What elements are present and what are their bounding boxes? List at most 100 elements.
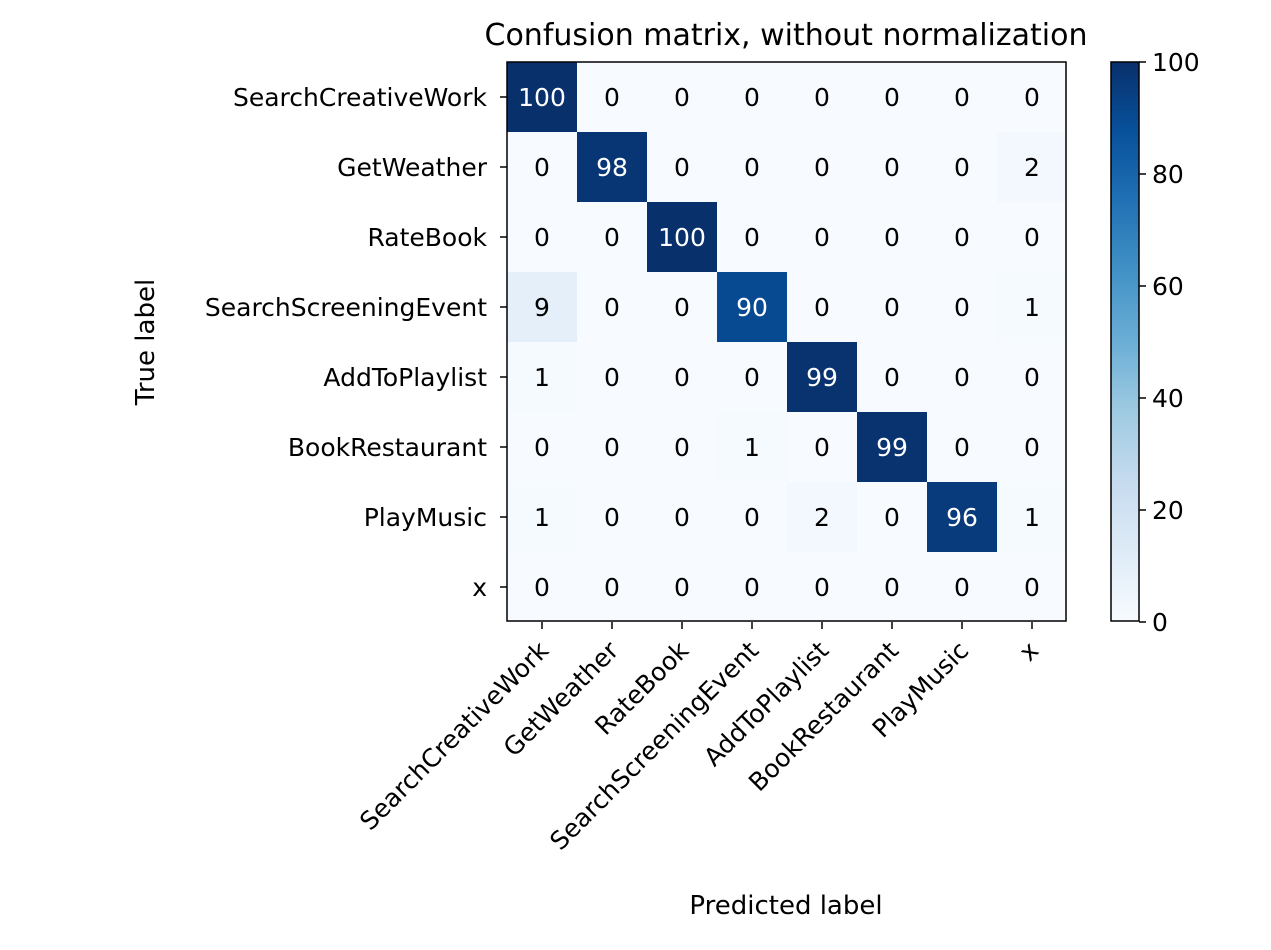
heatmap-cell <box>857 132 927 202</box>
colorbar-tick-label: 0 <box>1152 608 1168 637</box>
cell-value-label: 0 <box>954 83 970 112</box>
heatmap-cell <box>717 552 787 622</box>
heatmap-cell <box>507 202 577 272</box>
heatmap-cell <box>857 552 927 622</box>
heatmap-cell <box>787 552 857 622</box>
heatmap-cell <box>927 482 997 552</box>
heatmap-cell <box>717 412 787 482</box>
heatmap-cell <box>647 342 717 412</box>
cell-value-label: 0 <box>674 293 690 322</box>
y-axis-label: True label <box>131 279 161 406</box>
colorbar-tick-label: 100 <box>1152 48 1200 77</box>
cell-value-label: 0 <box>534 573 550 602</box>
heatmap-cell <box>717 342 787 412</box>
cell-value-label: 0 <box>744 503 760 532</box>
cell-value-label: 0 <box>884 83 900 112</box>
cell-value-label: 0 <box>814 293 830 322</box>
cell-value-label: 0 <box>884 153 900 182</box>
cell-value-label: 0 <box>954 153 970 182</box>
y-tick-label: RateBook <box>367 223 487 252</box>
heatmap-cell <box>997 412 1067 482</box>
cell-value-label: 0 <box>674 503 690 532</box>
y-tick-label: AddToPlaylist <box>323 363 487 392</box>
colorbar-tick-label: 60 <box>1152 272 1184 301</box>
colorbar-tick-label: 80 <box>1152 160 1184 189</box>
heatmap-cell <box>997 62 1067 132</box>
heatmap-cell <box>787 342 857 412</box>
heatmap-cell <box>857 342 927 412</box>
heatmap-cell <box>787 132 857 202</box>
cell-value-label: 0 <box>604 363 620 392</box>
heatmap-cell <box>717 62 787 132</box>
cell-value-label: 99 <box>876 433 908 462</box>
heatmap-cell <box>927 132 997 202</box>
cell-value-label: 90 <box>736 293 768 322</box>
cell-value-label: 0 <box>954 293 970 322</box>
heatmap-cell <box>647 552 717 622</box>
cell-value-label: 0 <box>954 433 970 462</box>
heatmap-cell <box>647 202 717 272</box>
cell-value-label: 0 <box>674 83 690 112</box>
cell-value-label: 0 <box>744 223 760 252</box>
cell-value-label: 1 <box>744 433 760 462</box>
colorbar <box>1110 61 1140 622</box>
y-tick-label: PlayMusic <box>364 503 487 532</box>
heatmap-cell <box>927 202 997 272</box>
cell-value-label: 99 <box>806 363 838 392</box>
heatmap-cell <box>997 202 1067 272</box>
chart-title: Confusion matrix, without normalization <box>485 18 1088 53</box>
cell-value-label: 0 <box>884 573 900 602</box>
heatmap-cells <box>507 62 1067 622</box>
cell-value-label: 0 <box>954 573 970 602</box>
cell-value-label: 0 <box>744 573 760 602</box>
cell-value-label: 0 <box>814 433 830 462</box>
cell-value-label: 0 <box>884 363 900 392</box>
heatmap-cell <box>647 412 717 482</box>
cell-value-label: 0 <box>814 223 830 252</box>
heatmap-cell <box>577 272 647 342</box>
heatmap-cell-labels: 100 0 0 0 0 0 0 00 98 0 0 0 0 0 20 0 100 0 0 0 0 09 0 0 90 0 0 0 11 0… <box>518 83 1040 602</box>
cell-value-label: 1 <box>1024 293 1040 322</box>
cell-value-label: 0 <box>814 83 830 112</box>
heatmap-cell <box>717 132 787 202</box>
x-axis-ticks: SearchCreativeWorkGetWeatherRateBookSear… <box>354 622 1044 856</box>
y-tick-label: GetWeather <box>337 153 488 182</box>
heatmap-cell <box>647 62 717 132</box>
colorbar-tick-label: 40 <box>1152 384 1184 413</box>
heatmap-cell <box>787 482 857 552</box>
x-tick-label: AddToPlaylist <box>698 636 834 772</box>
heatmap-cell <box>577 552 647 622</box>
cell-value-label: 1 <box>534 503 550 532</box>
heatmap-cell <box>577 412 647 482</box>
x-axis-label: Predicted label <box>689 891 882 921</box>
cell-value-label: 0 <box>674 363 690 392</box>
y-tick-label: x <box>472 573 487 602</box>
cell-value-label: 0 <box>1024 363 1040 392</box>
cell-value-label: 0 <box>884 503 900 532</box>
heatmap-cell <box>577 202 647 272</box>
heatmap-cell <box>507 272 577 342</box>
cell-value-label: 0 <box>1024 433 1040 462</box>
heatmap-cell <box>997 272 1067 342</box>
heatmap-cell <box>717 272 787 342</box>
cell-value-label: 0 <box>744 363 760 392</box>
cell-value-label: 0 <box>534 223 550 252</box>
heatmap-cell <box>717 482 787 552</box>
cell-value-label: 0 <box>674 153 690 182</box>
heatmap-cell <box>507 482 577 552</box>
cell-value-label: 0 <box>604 503 620 532</box>
cell-value-label: 0 <box>604 573 620 602</box>
heatmap-cell <box>927 272 997 342</box>
heatmap-cell <box>787 272 857 342</box>
cell-value-label: 0 <box>534 153 550 182</box>
heatmap-cell <box>787 62 857 132</box>
heatmap-cell <box>857 62 927 132</box>
y-axis-ticks: SearchCreativeWork GetWeather RateBook Sear… <box>205 83 507 602</box>
y-tick-label: SearchScreeningEvent <box>205 293 487 322</box>
cell-value-label: 0 <box>814 153 830 182</box>
heatmap-cell <box>647 132 717 202</box>
heatmap-cell <box>577 62 647 132</box>
heatmap-cell <box>647 272 717 342</box>
